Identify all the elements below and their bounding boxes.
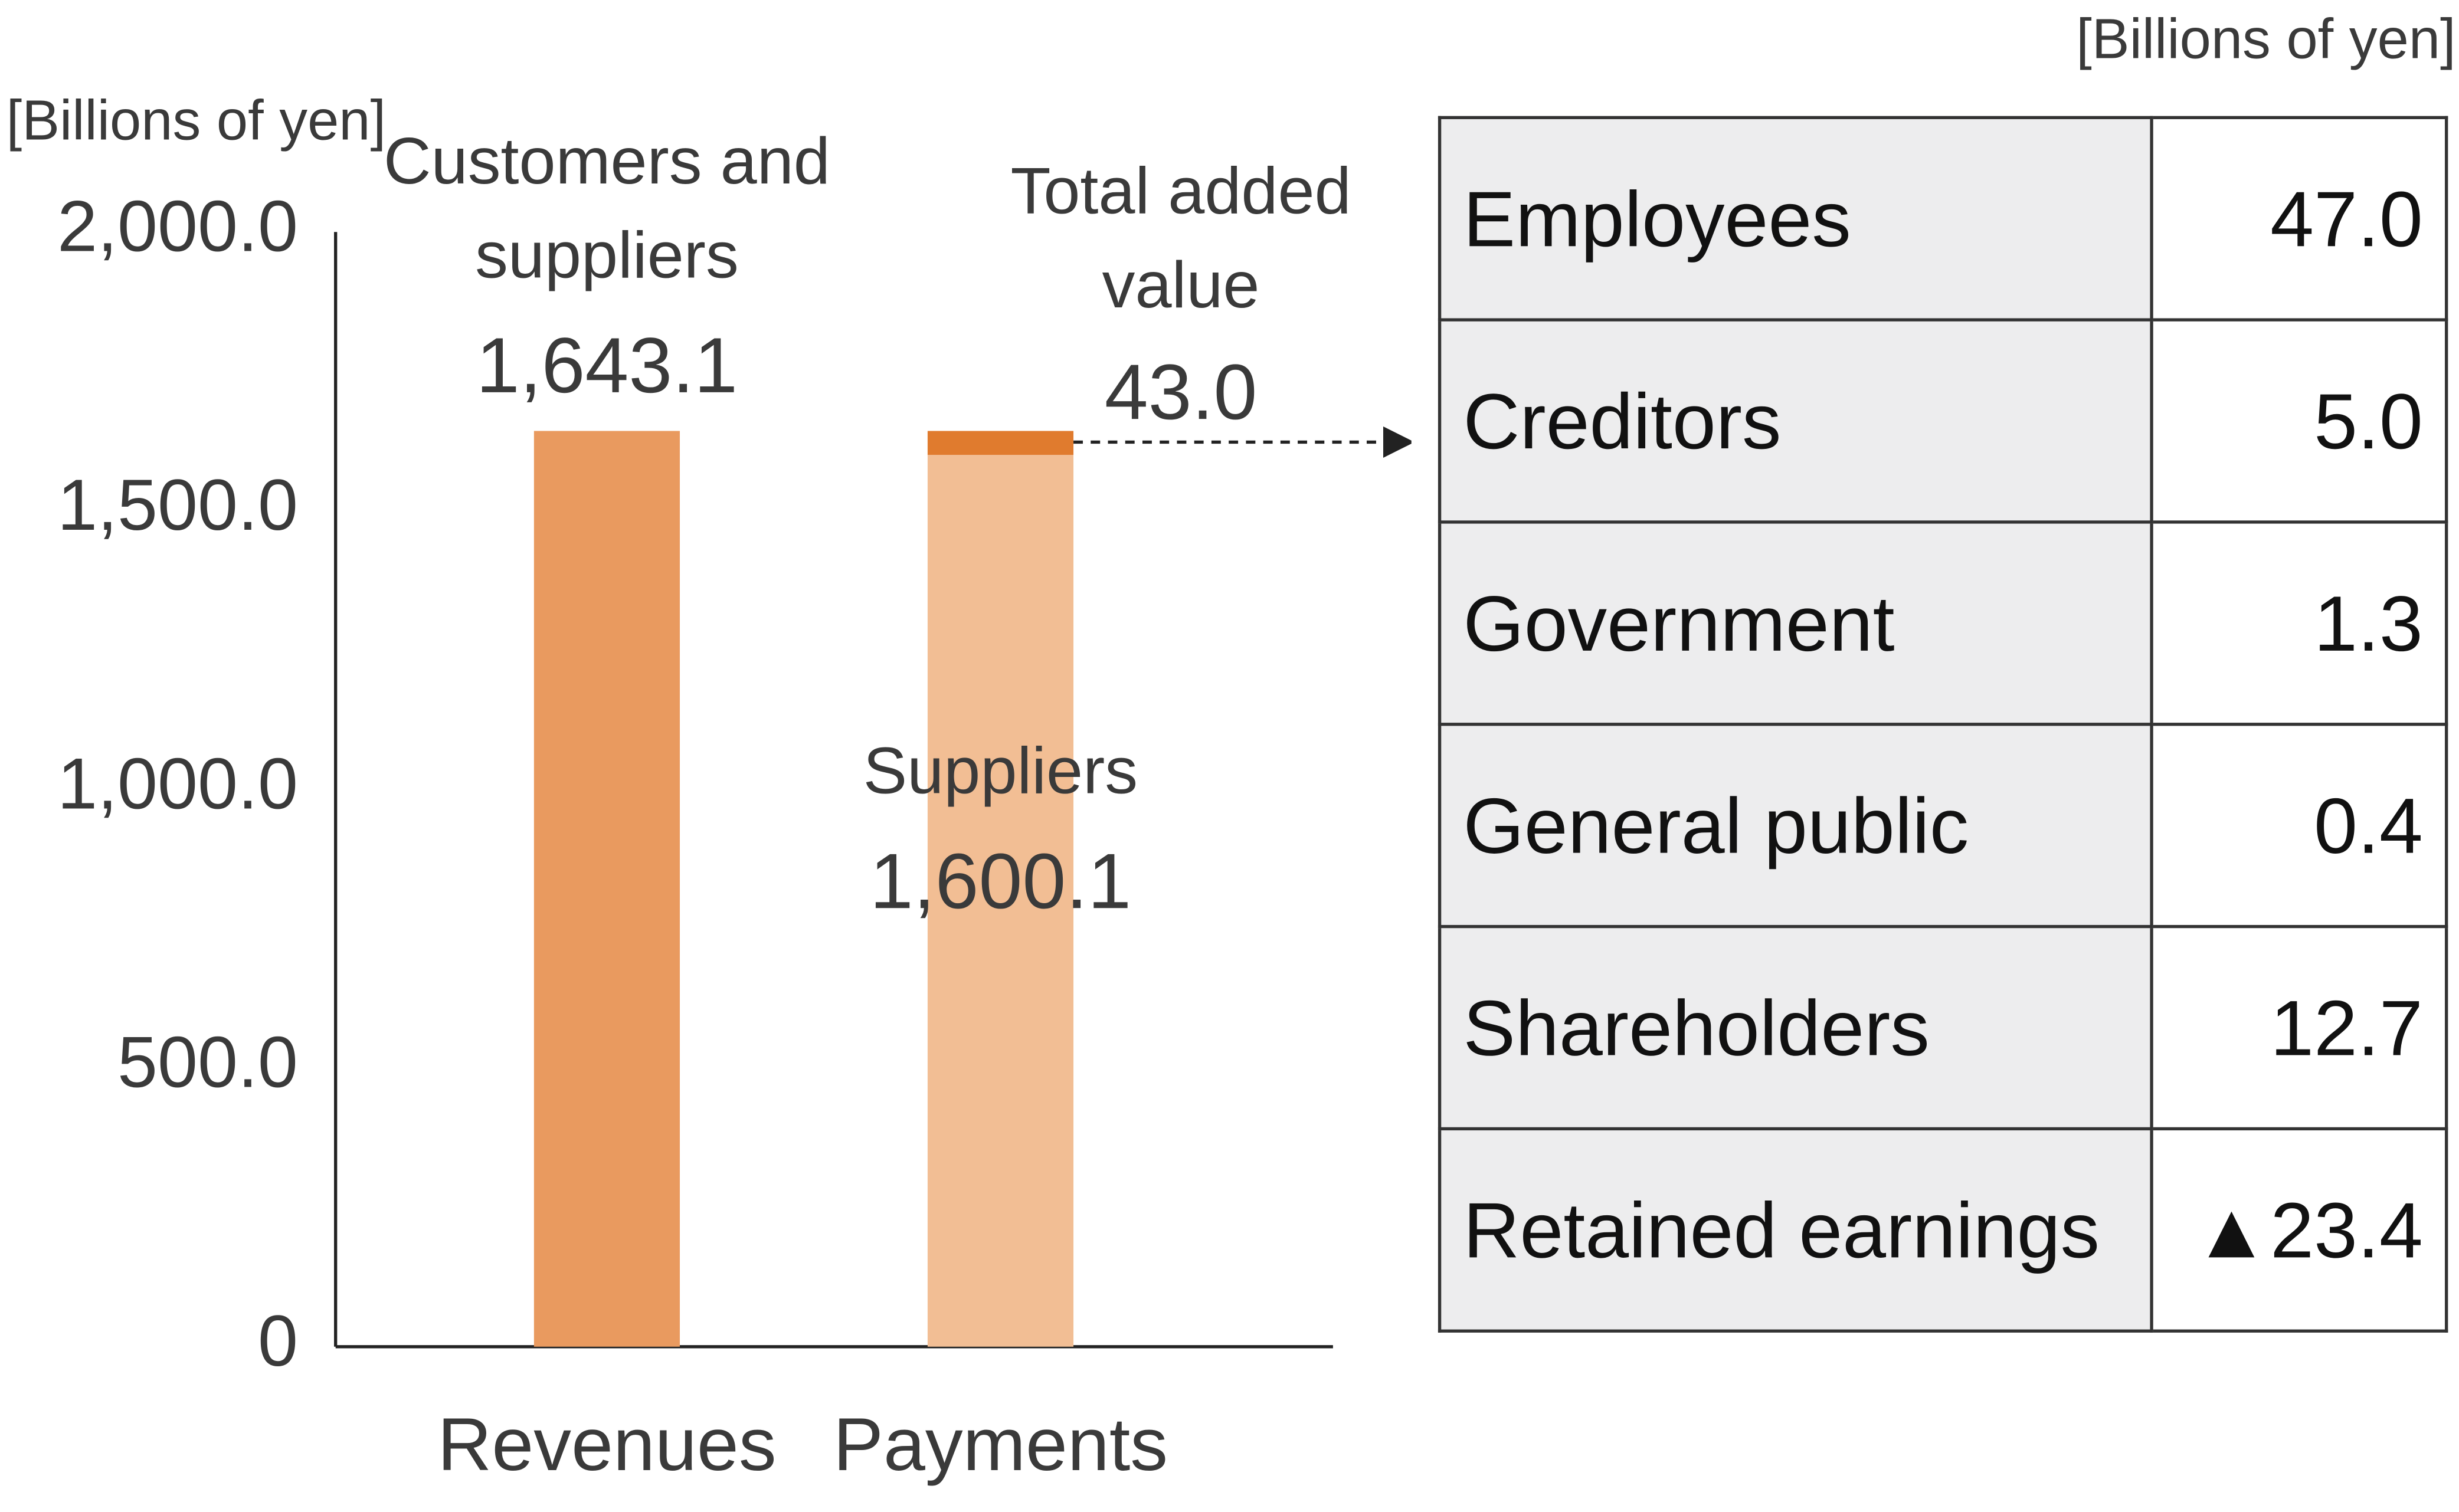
y-tick-label: 0 (258, 1300, 298, 1381)
bar-segment (927, 455, 1074, 1347)
series-label: Total added value (1010, 153, 1351, 322)
table-row: Shareholders 12.7 (1438, 924, 2448, 1131)
table-row: Retained earnings ▲23.4 (1438, 1127, 2448, 1333)
cell-value: 12.7 (2150, 924, 2448, 1131)
table-row: General public 0.4 (1438, 723, 2448, 929)
y-tick-label: 1,000.0 (57, 743, 298, 824)
value-label: 43.0 (1105, 349, 1258, 436)
cell-value: 1.3 (2150, 520, 2448, 726)
x-tick-label: Payments (833, 1403, 1168, 1487)
chart: 0 500.0 1,000.0 1,500.0 2,000.0 Revenues Payme… (57, 186, 1412, 1487)
cell-label: Employees (1438, 116, 2153, 322)
table-row: Employees 47.0 (1438, 116, 2448, 322)
cell-label: Retained earnings (1438, 1127, 2153, 1333)
y-tick-label: 2,000.0 (57, 186, 298, 267)
cell-label: Creditors (1438, 318, 2153, 524)
x-tick-label: Revenues (437, 1403, 776, 1487)
y-tick-label: 500.0 (117, 1022, 298, 1103)
cell-label: Government (1438, 520, 2153, 726)
table-row: Government 1.3 (1438, 520, 2448, 726)
cell-value: 47.0 (2150, 116, 2448, 322)
value-label: 1,643.1 (476, 322, 738, 409)
series-label: Suppliers (863, 733, 1138, 808)
value-label: 1,600.1 (870, 838, 1131, 925)
bar-segment (533, 431, 680, 1347)
cell-value: 5.0 (2150, 318, 2448, 524)
cell-value: ▲23.4 (2150, 1127, 2448, 1333)
y-axis-label: [Billions of yen] (6, 87, 387, 152)
table: Employees 47.0 Creditors 5.0 Government 1.3 Ge… (1438, 116, 2448, 1333)
table-unit: [Billions of yen] (2076, 6, 2456, 71)
table-row: Creditors 5.0 (1438, 318, 2448, 524)
series-label: Customers and suppliers (384, 123, 830, 292)
bar-segment (927, 431, 1074, 455)
cell-value: 0.4 (2150, 723, 2448, 929)
cell-label: Shareholders (1438, 924, 2153, 1131)
y-tick-label: 1,500.0 (57, 464, 298, 545)
cell-label: General public (1438, 723, 2153, 929)
